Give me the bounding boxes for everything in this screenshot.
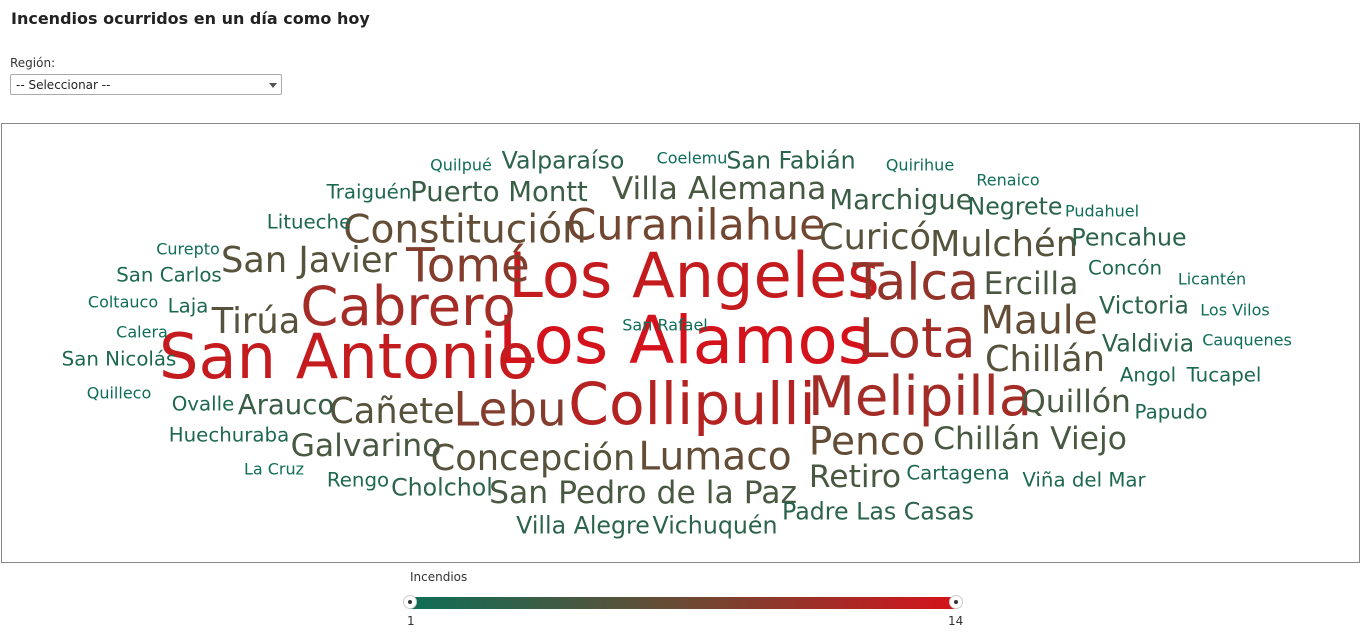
page-title: Incendios ocurridos en un día como hoy xyxy=(11,9,370,28)
word-marchigue[interactable]: Marchigue xyxy=(829,184,972,216)
word-cauquenes[interactable]: Cauquenes xyxy=(1202,331,1292,350)
word-quillon[interactable]: Quillón xyxy=(1021,384,1131,420)
word-coelemu[interactable]: Coelemu xyxy=(657,149,728,168)
word-talca[interactable]: Talca xyxy=(852,253,979,312)
word-curanilahue[interactable]: Curanilahue xyxy=(566,201,825,251)
word-quirihue[interactable]: Quirihue xyxy=(886,156,954,175)
word-maule[interactable]: Maule xyxy=(980,299,1097,344)
word-constitucion[interactable]: Constitución xyxy=(343,208,587,253)
word-cholchol[interactable]: Cholchol xyxy=(391,474,493,502)
word-pencahue[interactable]: Pencahue xyxy=(1071,224,1186,252)
word-laja[interactable]: Laja xyxy=(168,295,209,318)
word-san-nicolas[interactable]: San Nicolás xyxy=(62,348,177,371)
word-angol[interactable]: Angol xyxy=(1120,364,1176,387)
word-padre-las-casas[interactable]: Padre Las Casas xyxy=(782,498,974,526)
word-puerto-montt[interactable]: Puerto Montt xyxy=(410,176,588,208)
word-ovalle[interactable]: Ovalle xyxy=(172,393,235,416)
legend-min-label: 1 xyxy=(407,614,415,628)
word-coltauco[interactable]: Coltauco xyxy=(88,293,158,312)
word-calera[interactable]: Calera xyxy=(116,323,168,342)
word-valparaiso[interactable]: Valparaíso xyxy=(502,147,625,175)
word-villa-alemana[interactable]: Villa Alemana xyxy=(612,171,827,207)
word-los-vilos[interactable]: Los Vilos xyxy=(1200,301,1269,320)
word-los-alamos[interactable]: Los Alamos xyxy=(498,302,872,379)
word-renaico[interactable]: Renaico xyxy=(976,171,1039,190)
word-san-fabian[interactable]: San Fabián xyxy=(726,147,855,175)
word-chillan[interactable]: Chillán xyxy=(985,339,1105,380)
region-select-value: -- Seleccionar -- xyxy=(16,78,111,92)
word-victoria[interactable]: Victoria xyxy=(1099,292,1189,320)
legend-color-scale xyxy=(410,597,956,609)
word-negrete[interactable]: Negrete xyxy=(968,193,1063,221)
word-traiguen[interactable]: Traiguén xyxy=(326,181,412,204)
word-galvarino[interactable]: Galvarino xyxy=(291,428,442,464)
chevron-down-icon xyxy=(269,83,277,88)
word-curepto[interactable]: Curepto xyxy=(156,240,220,259)
word-san-antonio[interactable]: San Antonio xyxy=(159,320,535,393)
word-pudahuel[interactable]: Pudahuel xyxy=(1065,202,1139,221)
word-los-angeles[interactable]: Los Angeles xyxy=(508,239,879,312)
word-lota[interactable]: Lota xyxy=(858,306,976,370)
word-collipulli[interactable]: Collipulli xyxy=(568,370,816,438)
word-cartagena[interactable]: Cartagena xyxy=(906,462,1009,485)
word-quilleco[interactable]: Quilleco xyxy=(87,384,152,403)
word-san-pedro-de-la-paz[interactable]: San Pedro de la Paz xyxy=(489,475,797,511)
word-san-carlos[interactable]: San Carlos xyxy=(116,264,221,287)
legend-max-handle[interactable] xyxy=(949,595,963,609)
word-chillan-viejo[interactable]: Chillán Viejo xyxy=(933,421,1127,457)
word-arauco[interactable]: Arauco xyxy=(238,389,334,421)
word-concepcion[interactable]: Concepción xyxy=(431,438,636,479)
word-la-cruz[interactable]: La Cruz xyxy=(244,460,304,479)
word-canete[interactable]: Cañete xyxy=(329,391,455,432)
word-ercilla[interactable]: Ercilla xyxy=(984,266,1079,302)
word-vina-del-mar[interactable]: Viña del Mar xyxy=(1022,469,1146,492)
word-valdivia[interactable]: Valdivia xyxy=(1102,330,1194,358)
word-quilpue[interactable]: Quilpué xyxy=(430,156,492,175)
word-concon[interactable]: Concón xyxy=(1088,257,1162,280)
word-licanten[interactable]: Licantén xyxy=(1178,270,1246,289)
word-tirua[interactable]: Tirúa xyxy=(211,301,301,342)
word-penco[interactable]: Penco xyxy=(809,420,925,465)
word-mulchen[interactable]: Mulchén xyxy=(930,224,1078,265)
word-huechuraba[interactable]: Huechuraba xyxy=(169,424,289,447)
word-retiro[interactable]: Retiro xyxy=(809,459,901,495)
word-tome[interactable]: Tomé xyxy=(405,240,530,294)
word-curico[interactable]: Curicó xyxy=(819,217,931,258)
word-rengo[interactable]: Rengo xyxy=(327,469,389,492)
word-cabrero[interactable]: Cabrero xyxy=(300,274,515,338)
legend-title: Incendios xyxy=(410,570,468,584)
word-san-javier[interactable]: San Javier xyxy=(221,240,398,281)
legend-min-handle[interactable] xyxy=(403,595,417,609)
word-villa-alegre[interactable]: Villa Alegre xyxy=(516,512,650,540)
word-melipilla[interactable]: Melipilla xyxy=(808,364,1032,428)
word-litueche[interactable]: Litueche xyxy=(267,211,352,234)
word-lumaco[interactable]: Lumaco xyxy=(638,435,791,480)
word-tucapel[interactable]: Tucapel xyxy=(1186,364,1262,387)
word-papudo[interactable]: Papudo xyxy=(1135,401,1208,424)
region-label: Región: xyxy=(10,56,56,70)
legend-max-label: 14 xyxy=(948,614,964,628)
word-cloud-panel: Los Alamos San Antonio Los Angeles Collipul… xyxy=(1,123,1360,563)
region-select[interactable]: -- Seleccionar -- xyxy=(10,74,282,95)
word-san-rafael[interactable]: San Rafael xyxy=(622,316,707,335)
word-lebu[interactable]: Lebu xyxy=(453,384,566,438)
word-vichuquen[interactable]: Vichuquén xyxy=(653,512,778,540)
